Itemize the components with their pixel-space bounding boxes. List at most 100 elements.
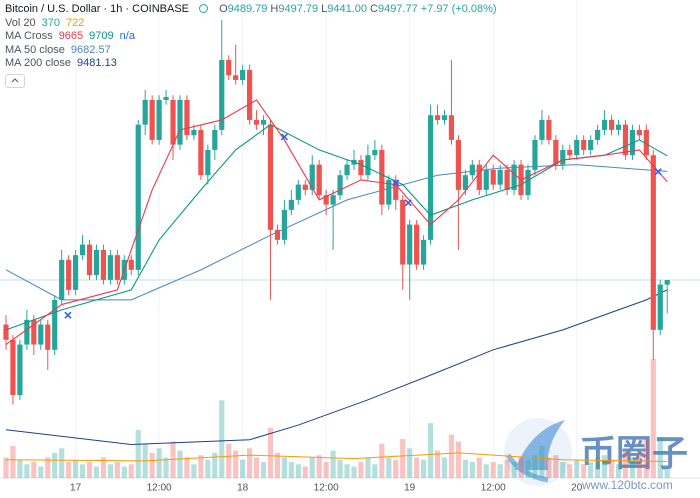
candle-body [31, 319, 37, 345]
volume-bar [421, 459, 427, 478]
candle-body [615, 124, 622, 130]
candle-body [163, 97, 169, 100]
candle-body [608, 119, 615, 130]
candle-body [595, 129, 601, 140]
volume-bar [24, 464, 30, 478]
candle-body [622, 124, 629, 156]
volume-bar [107, 464, 113, 478]
candle-body [532, 139, 538, 170]
volume-bar [52, 452, 58, 478]
volume-bar [72, 459, 79, 478]
symbol: Bitcoin / U.S. Dollar · 1h · COINBASE [5, 3, 189, 15]
volume-bar [163, 457, 169, 478]
candle-body [246, 69, 253, 120]
indicator-list: Vol 20 370 722 MA Cross 9665 9709 n/a MA 50 clo… [5, 17, 497, 71]
volume-bar [38, 466, 44, 478]
candle-body [93, 249, 100, 276]
indicator-name: MA Cross [5, 30, 53, 42]
candle-body [45, 324, 51, 350]
candle-body [72, 255, 79, 290]
volume-bar [455, 441, 462, 478]
candle-body [574, 139, 580, 156]
candle-body [601, 119, 608, 130]
symbol-row: Bitcoin / U.S. Dollar · 1h · COINBASE O 9… [5, 3, 497, 17]
candle-body [365, 155, 371, 176]
volume-bar [608, 459, 615, 478]
candle-body [226, 59, 232, 76]
volume-bar [198, 455, 204, 478]
volume-bar [504, 459, 510, 478]
volume-bar [462, 459, 468, 478]
candle-body [177, 99, 183, 145]
ohlc-change: +7.97 (+0.08%) [420, 3, 497, 15]
candle-body [643, 129, 649, 156]
candle-body [427, 115, 434, 240]
volume-bar [330, 450, 336, 478]
candle-body [10, 339, 16, 396]
candle-body [149, 99, 155, 140]
volume-bar [400, 439, 406, 478]
candle-body [358, 159, 364, 176]
volume-bar [643, 439, 649, 478]
candle-body [525, 169, 531, 196]
volume-bar [288, 462, 294, 478]
volume-bar [365, 457, 371, 478]
x-tick-label: 20 [571, 483, 583, 494]
candle-body [52, 299, 58, 350]
indicator-value: 9481.13 [77, 57, 117, 69]
candle-body [560, 149, 566, 165]
volume-bar [539, 446, 545, 478]
indicator-row: Vol 20 370 722 [5, 17, 497, 31]
candle-body [240, 69, 246, 80]
candle-body [323, 195, 329, 205]
volume-bar [448, 434, 455, 478]
ohlc-value: 9497.79 [278, 3, 319, 15]
candle-body [497, 169, 503, 185]
x-tick-label: 17 [70, 483, 82, 494]
volume-bar [476, 457, 482, 478]
volume-bar [86, 462, 93, 478]
candle-body [490, 169, 496, 185]
volume-bar [595, 457, 601, 478]
volume-bar [66, 462, 72, 478]
volume-bar [59, 448, 65, 478]
volume-bar [615, 464, 622, 478]
volume-bar [191, 464, 197, 478]
volume-bar [45, 457, 51, 478]
candle-body [372, 149, 378, 156]
volume-bar [337, 459, 343, 478]
ohlc-label: O [219, 3, 228, 15]
volume-bar [379, 443, 385, 478]
volume-bar [233, 450, 239, 478]
volume-bar [274, 452, 281, 478]
ohlc-label: C [370, 3, 378, 15]
volume-bar [469, 462, 475, 478]
indicator-value: 9709 [89, 30, 114, 42]
ohlc-label: H [270, 3, 279, 15]
candle-body [79, 244, 86, 256]
volume-bar [114, 462, 120, 478]
x-tick-label: 12:00 [147, 483, 172, 494]
candle-body [205, 149, 211, 176]
volume-bar [372, 464, 378, 478]
watermark-brand: 币圈子 [580, 433, 688, 474]
watermark-logo-mark [505, 453, 549, 483]
indicator-value: 370 [41, 16, 60, 29]
volume-bar [629, 457, 636, 478]
candle-body [448, 115, 455, 140]
volume-bar [553, 455, 559, 478]
candle-body [253, 119, 260, 125]
candle-body [288, 199, 294, 210]
collapse-button[interactable] [5, 73, 25, 88]
volume-bar [588, 462, 594, 478]
volume-bar [407, 448, 413, 478]
candle-body [3, 324, 9, 340]
volume-bar [441, 457, 448, 478]
volume-bar [560, 462, 566, 478]
candle-body [260, 119, 267, 125]
candle-body [281, 209, 287, 240]
indicator-value: 9682.57 [70, 43, 111, 56]
volume-bar [546, 457, 552, 478]
cross-marker [654, 168, 662, 176]
